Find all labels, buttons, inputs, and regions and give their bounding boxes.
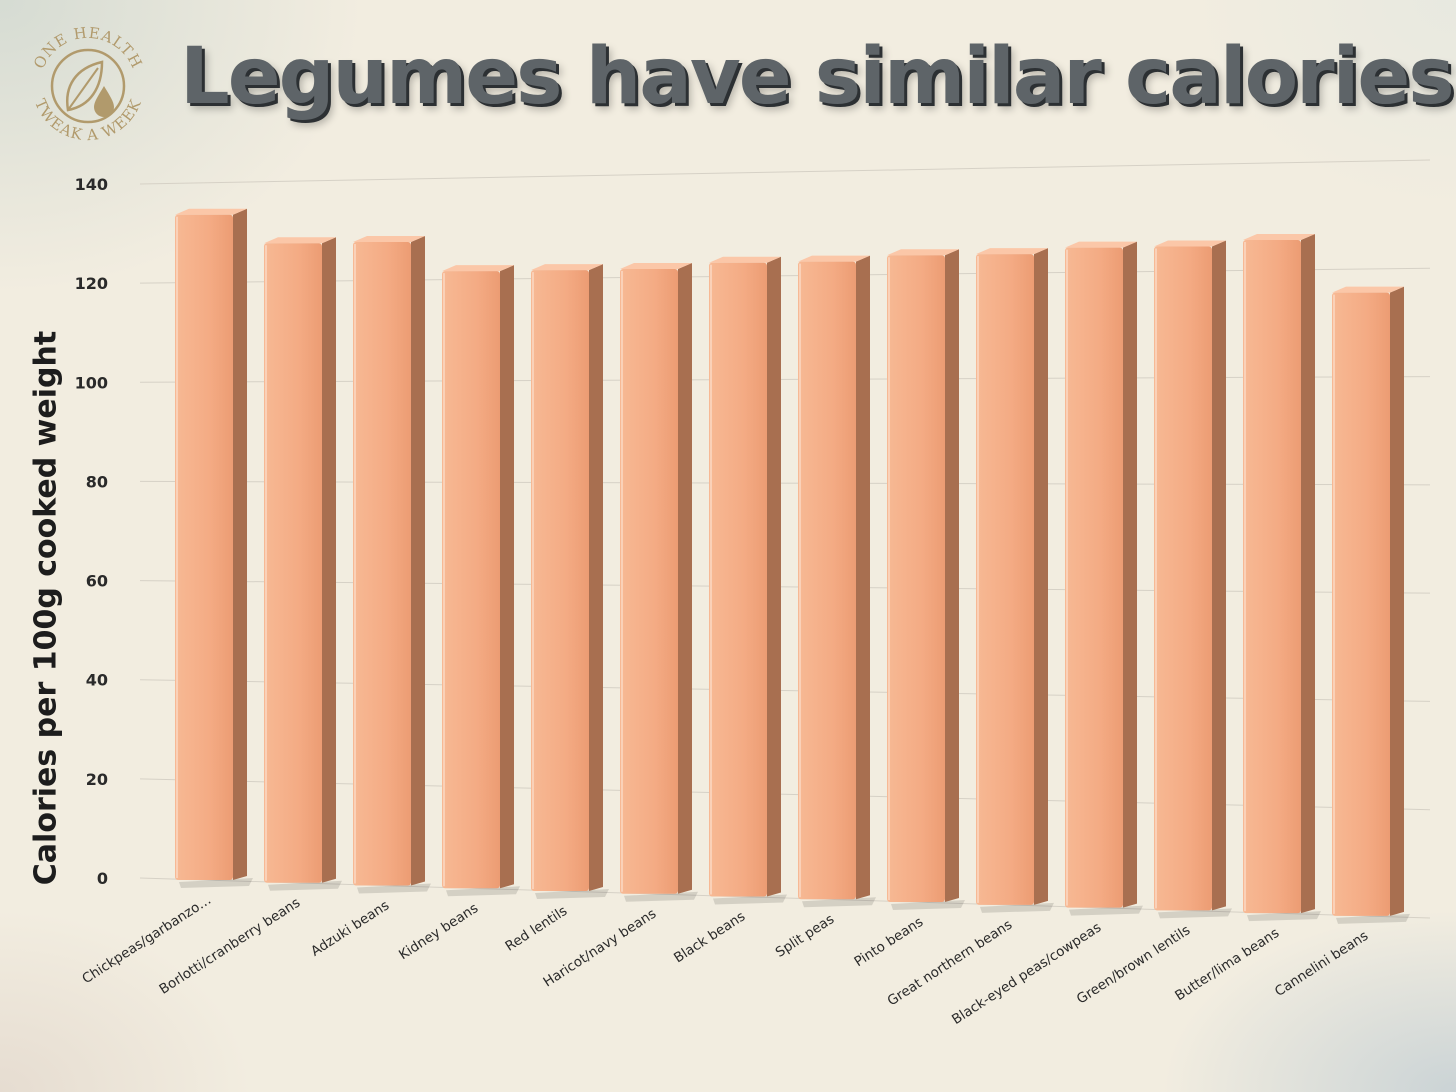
y-tick-label: 40 (86, 671, 108, 690)
bar (264, 237, 342, 891)
bar (1332, 286, 1410, 924)
bar (887, 249, 965, 911)
bar (1243, 233, 1321, 922)
x-category-label: Black beans (671, 908, 748, 966)
y-tick-label: 20 (86, 770, 108, 789)
x-category-label: Black-eyed peas/cowpeas (949, 920, 1104, 1028)
bars (175, 208, 1410, 924)
y-axis-ticks: 0 20 40 60 80 100 120 140 (75, 175, 108, 888)
bar (353, 236, 431, 894)
bar (709, 256, 787, 905)
bar (175, 208, 253, 888)
bar (1065, 241, 1143, 916)
y-tick-label: 80 (86, 472, 108, 491)
leaf-icon (66, 60, 104, 112)
x-category-label: Pinto beans (851, 914, 926, 970)
grid-line (139, 159, 1431, 185)
y-tick-label: 60 (86, 572, 108, 591)
one-health-logo: ONE HEALTH TWEAK A WEEK (30, 24, 145, 145)
x-category-label: Kidney beans (396, 900, 481, 963)
bar (531, 264, 609, 900)
y-tick-label: 100 (75, 373, 108, 392)
y-tick-label: 120 (75, 274, 108, 293)
bar (1154, 240, 1232, 919)
bar (442, 265, 520, 897)
y-tick-label: 140 (75, 175, 108, 194)
bar (620, 263, 698, 902)
x-category-label: Split peas (773, 911, 837, 961)
x-category-label: Adzuki beans (308, 897, 392, 959)
x-category-label: Cannelini beans (1272, 928, 1371, 1000)
water-drop-icon (94, 86, 114, 117)
y-tick-label: 0 (97, 869, 108, 888)
bar (798, 255, 876, 908)
x-category-label: Red lentils (502, 903, 570, 955)
bar (976, 248, 1054, 913)
chart-title: Legumes have similar calories (180, 32, 1455, 122)
